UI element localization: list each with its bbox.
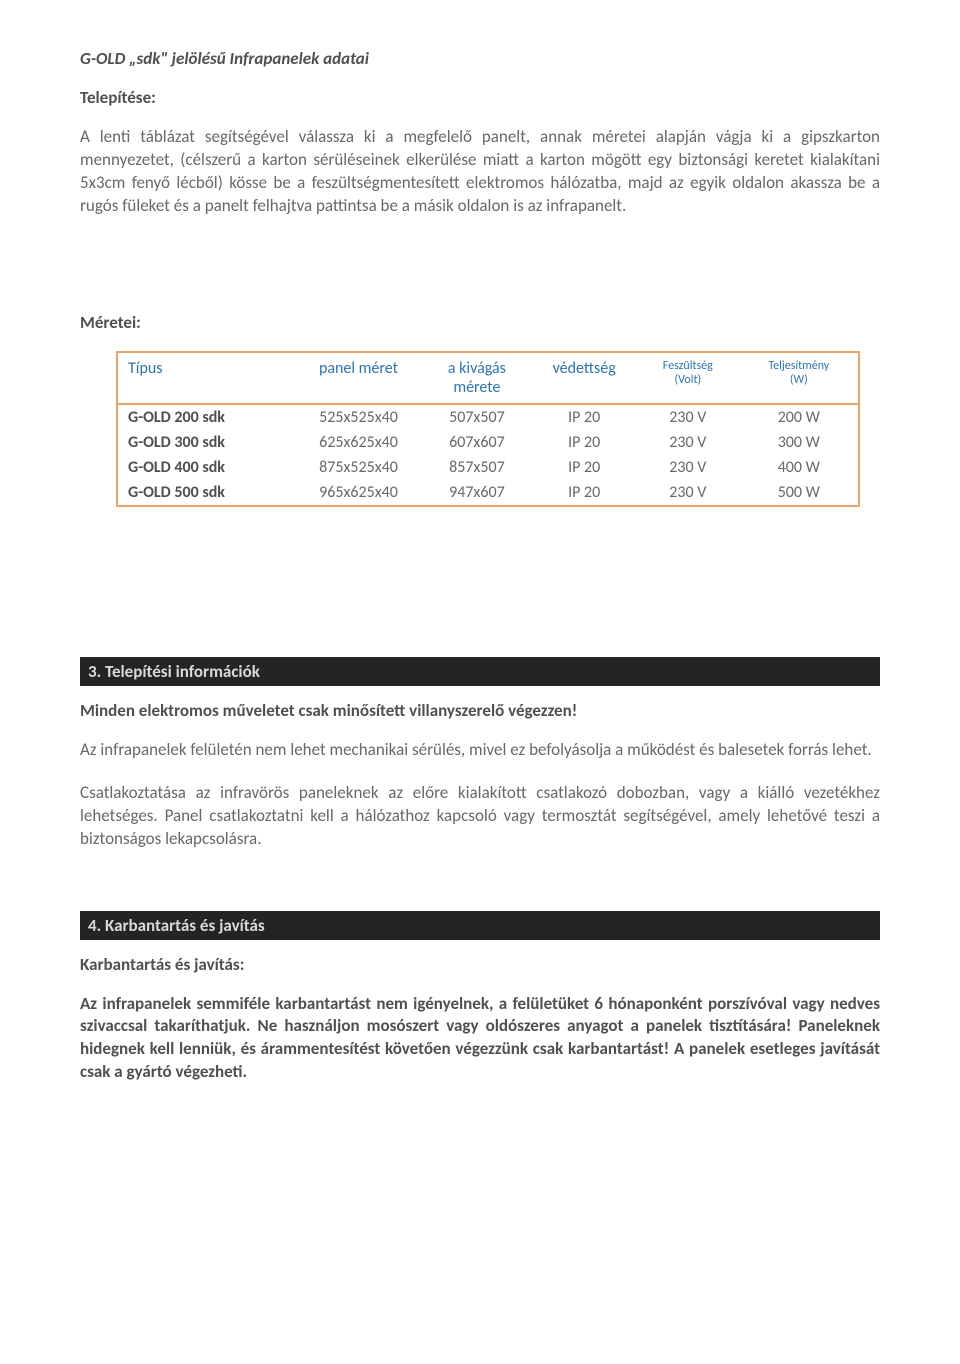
- cell-c2: 625x625x40: [296, 430, 422, 455]
- section4-title: 4. Karbantartás és javítás: [88, 915, 265, 936]
- col-cutout: a kivágás mérete: [421, 353, 532, 404]
- table-header-row: Típus panel méret a kivágás mérete védet…: [118, 353, 858, 404]
- col-power: Teljesítmény (W): [740, 353, 858, 404]
- cell-c6: 400 W: [740, 455, 858, 480]
- spacer: [80, 242, 880, 312]
- section3-warning: Minden elektromos műveletet csak minősít…: [80, 700, 880, 721]
- page-title: G-OLD „sdk" jelölésű Infrapanelek adatai: [80, 48, 880, 69]
- cell-c5: 230 V: [636, 455, 740, 480]
- section3-p1: Az infrapanelek felületén nem lehet mech…: [80, 739, 880, 762]
- cell-c5: 230 V: [636, 480, 740, 505]
- col-power-label: Teljesítmény: [750, 359, 848, 373]
- cell-c2: 525x525x40: [296, 404, 422, 430]
- cell-c5: 230 V: [636, 404, 740, 430]
- cell-c1: G-OLD 300 sdk: [118, 430, 296, 455]
- section3-band: 3. Telepítési információk: [80, 657, 880, 686]
- section4-sub: Karbantartás és javítás:: [80, 954, 880, 975]
- sizes-table-container: Típus panel méret a kivágás mérete védet…: [116, 351, 860, 507]
- table-row: G-OLD 400 sdk875x525x40857x507IP 20230 V…: [118, 455, 858, 480]
- cell-c4: IP 20: [532, 404, 636, 430]
- spacer: [80, 871, 880, 911]
- col-voltage-label: Feszültség: [646, 359, 730, 373]
- section3-p2: Csatlakoztatása az infravörös paneleknek…: [80, 782, 880, 851]
- col-voltage: Feszültség (Volt): [636, 353, 740, 404]
- col-voltage-unit: (Volt): [646, 373, 730, 387]
- section3-title: 3. Telepítési információk: [88, 661, 260, 682]
- table-row: G-OLD 500 sdk965x625x40947x607IP 20230 V…: [118, 480, 858, 505]
- section4-paragraph: Az infrapanelek semmiféle karbantartást …: [80, 993, 880, 1085]
- cell-c3: 607x607: [421, 430, 532, 455]
- cell-c5: 230 V: [636, 430, 740, 455]
- cell-c1: G-OLD 400 sdk: [118, 455, 296, 480]
- col-cutout-label1: a kivágás: [448, 359, 506, 378]
- cell-c3: 857x507: [421, 455, 532, 480]
- cell-c1: G-OLD 500 sdk: [118, 480, 296, 505]
- col-protection: védettség: [532, 353, 636, 404]
- col-type: Típus: [118, 353, 296, 404]
- cell-c6: 300 W: [740, 430, 858, 455]
- cell-c6: 500 W: [740, 480, 858, 505]
- sizes-table: Típus panel méret a kivágás mérete védet…: [118, 353, 858, 505]
- sizes-heading: Méretei:: [80, 312, 880, 333]
- cell-c2: 965x625x40: [296, 480, 422, 505]
- cell-c2: 875x525x40: [296, 455, 422, 480]
- col-cutout-label2: mérete: [431, 378, 522, 397]
- table-row: G-OLD 200 sdk525x525x40507x507IP 20230 V…: [118, 404, 858, 430]
- spacer: [80, 507, 880, 657]
- cell-c3: 947x607: [421, 480, 532, 505]
- cell-c4: IP 20: [532, 480, 636, 505]
- col-power-unit: (W): [750, 373, 848, 387]
- cell-c6: 200 W: [740, 404, 858, 430]
- cell-c4: IP 20: [532, 430, 636, 455]
- col-panel-size: panel méret: [296, 353, 422, 404]
- table-row: G-OLD 300 sdk625x625x40607x607IP 20230 V…: [118, 430, 858, 455]
- install-heading: Telepítése:: [80, 87, 880, 108]
- cell-c1: G-OLD 200 sdk: [118, 404, 296, 430]
- section4-band: 4. Karbantartás és javítás: [80, 911, 880, 940]
- cell-c4: IP 20: [532, 455, 636, 480]
- install-text: A lenti táblázat segítségével válassza k…: [80, 126, 880, 218]
- cell-c3: 507x507: [421, 404, 532, 430]
